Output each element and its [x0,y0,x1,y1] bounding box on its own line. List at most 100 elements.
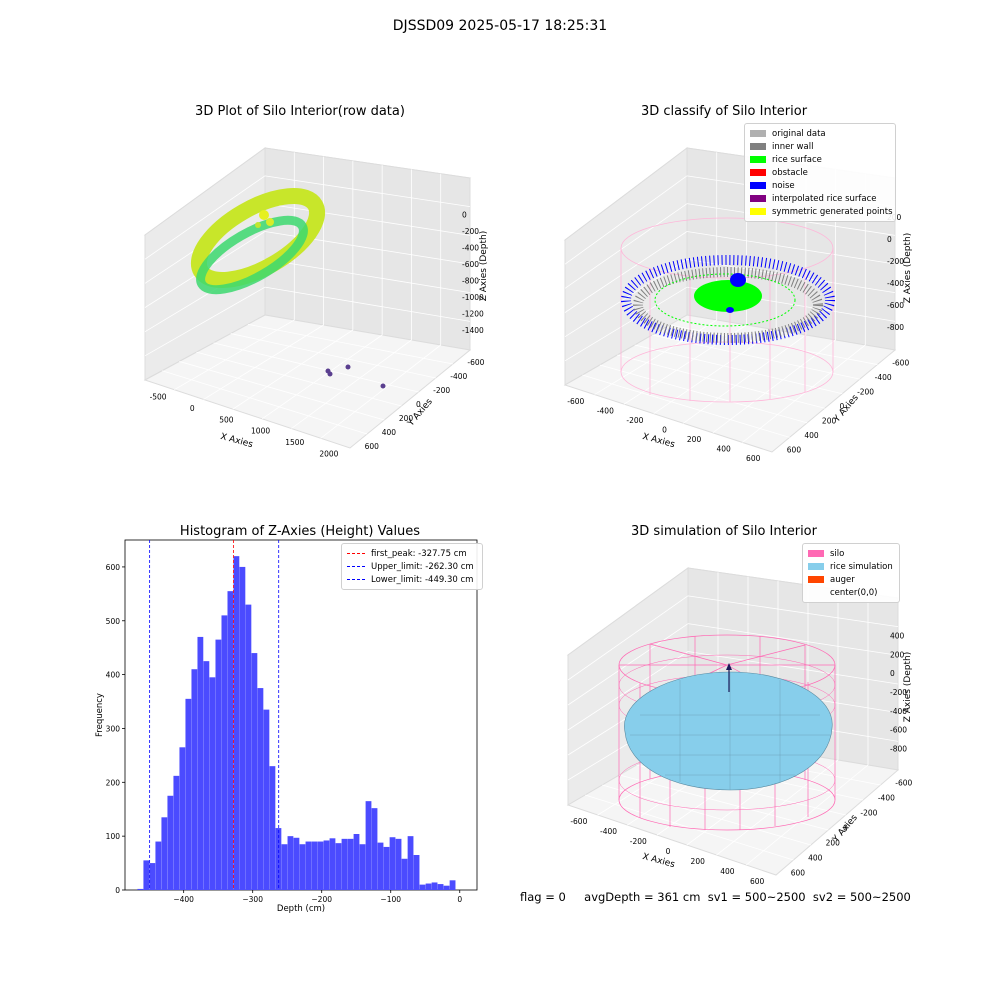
p4-z-tick-label: -800 [890,745,907,754]
p4-x-tick-label: 600 [750,877,765,886]
grid-line [264,203,471,236]
histogram-bar [371,808,378,890]
grid-line [174,319,295,391]
grid-line [634,344,843,395]
p1-x-tick-label: -500 [150,393,167,402]
panel2-wall-ring [621,255,835,345]
histogram-bar [239,566,246,890]
p1-x-tick-label: 500 [219,415,234,424]
histogram-y-tick-label: 100 [106,832,121,841]
panel1-x-ticks: -500 0 500 1000 1500 2000 [150,393,339,459]
p2-x-tick-label: -200 [626,416,643,425]
histogram-bar [263,709,270,890]
p1-y-tick-label: -200 [433,386,450,395]
histogram-bar [221,615,228,890]
grid-line [716,759,839,856]
histogram-bar [347,838,354,890]
histogram-y-tick-label: 600 [106,563,121,572]
grid-line [203,324,324,400]
p2-y-tick-label: -400 [875,373,892,382]
panel1-outlier-point [345,364,351,370]
p1-z-tick-label: -1000 [462,293,484,302]
p2-y-tick-label: -600 [892,358,909,367]
panel2-surface-ring [654,273,796,327]
panel2-noise-cluster [726,307,734,313]
p4-y-tick-label: -600 [895,779,912,788]
p2-x-tick-label: 600 [746,454,761,463]
p4-x-tick-label: 0 [666,847,671,856]
histogram-bar [353,834,360,890]
panel2-legend: original data inner wall rice surface ob… [744,123,896,222]
grid-line [746,764,869,866]
histogram-bar [365,801,372,890]
histogram-bar [335,843,342,890]
panel1-surface [190,188,326,295]
grid-line [564,258,688,338]
legend-item-symmetric-generated-points: symmetric generated points [750,205,893,218]
histogram-bar [359,844,366,890]
legend-item-auger: auger [808,573,894,586]
histogram-bar [377,842,384,890]
legend-item-first-peak: first_peak: -327.75 cm [347,547,477,560]
p2-x-tick-label: -400 [597,406,614,415]
panel2-inner-wall-ring [633,267,823,343]
p2-y-tick-label: 400 [804,431,819,440]
panel4-title: 3D simulation of Silo Interior [631,524,817,539]
histogram-bar [233,556,240,890]
p1-y-tick-label: 600 [365,442,380,451]
flag-value: flag = 0 [520,890,566,904]
histogram-reference-lines [149,540,280,890]
histogram-bar [149,863,156,890]
grid-line [582,374,790,438]
histogram-bar [299,844,306,890]
histogram-bar [161,817,168,890]
grid-line [232,329,354,410]
p2-z-tick-label: -600 [887,301,904,310]
histogram-bar [203,661,210,890]
histogram-y-tick-label: 400 [106,671,121,680]
grid-line [567,623,689,706]
panel2-surface-core [694,280,762,312]
grid-line [564,286,688,362]
histogram-bar [185,698,192,890]
histogram-bar [323,840,330,890]
grid-line [619,774,829,831]
legend-item-silo: silo [808,547,894,560]
grid-line [585,794,794,861]
p4-y-tick-label: 400 [808,854,823,863]
p1-z-tick-label: 0 [462,210,467,219]
histogram-bar [137,888,144,890]
p4-z-tick-label: 400 [890,631,905,640]
grid-line [264,258,471,294]
histogram-bar [257,688,264,890]
figure-title: DJSSD09 2025-05-17 18:25:31 [392,18,608,34]
panel1-cluster-point [266,218,274,226]
status-footer: flag = 0 avgDepth = 361 cm sv1 = 500~250… [520,890,911,904]
panel3-title: Histogram of Z-Axies (Height) Values [179,524,421,539]
panel1-title: 3D Plot of Silo Interior(row data) [195,104,405,119]
histogram-bar [443,885,450,890]
grid-line [687,623,899,656]
legend-item-center: center(0,0) [830,587,878,598]
histogram-bar [245,604,252,890]
panel2-z-label: Z Axies (Depth) [903,233,913,304]
grid-line [564,203,688,289]
grid-line [653,329,777,415]
histogram-y-ticks: 0 100 200 300 400 500 600 [106,563,125,895]
legend-item-lower-limit: Lower_limit: -449.30 cm [347,573,477,586]
grid-line [261,334,383,420]
panel2-noise-cluster [730,273,746,287]
grid-line [247,323,453,365]
panel4-rice-simulation-surface [624,671,833,791]
p4-y-tick-label: -200 [860,809,877,818]
p1-z-tick-label: -200 [462,227,479,236]
grid-line [687,651,899,685]
grid-line [652,334,860,380]
histogram-bar [281,844,288,890]
p1-y-tick-label: 400 [382,428,397,437]
grid-line [567,651,689,731]
histogram-bar [215,639,222,890]
